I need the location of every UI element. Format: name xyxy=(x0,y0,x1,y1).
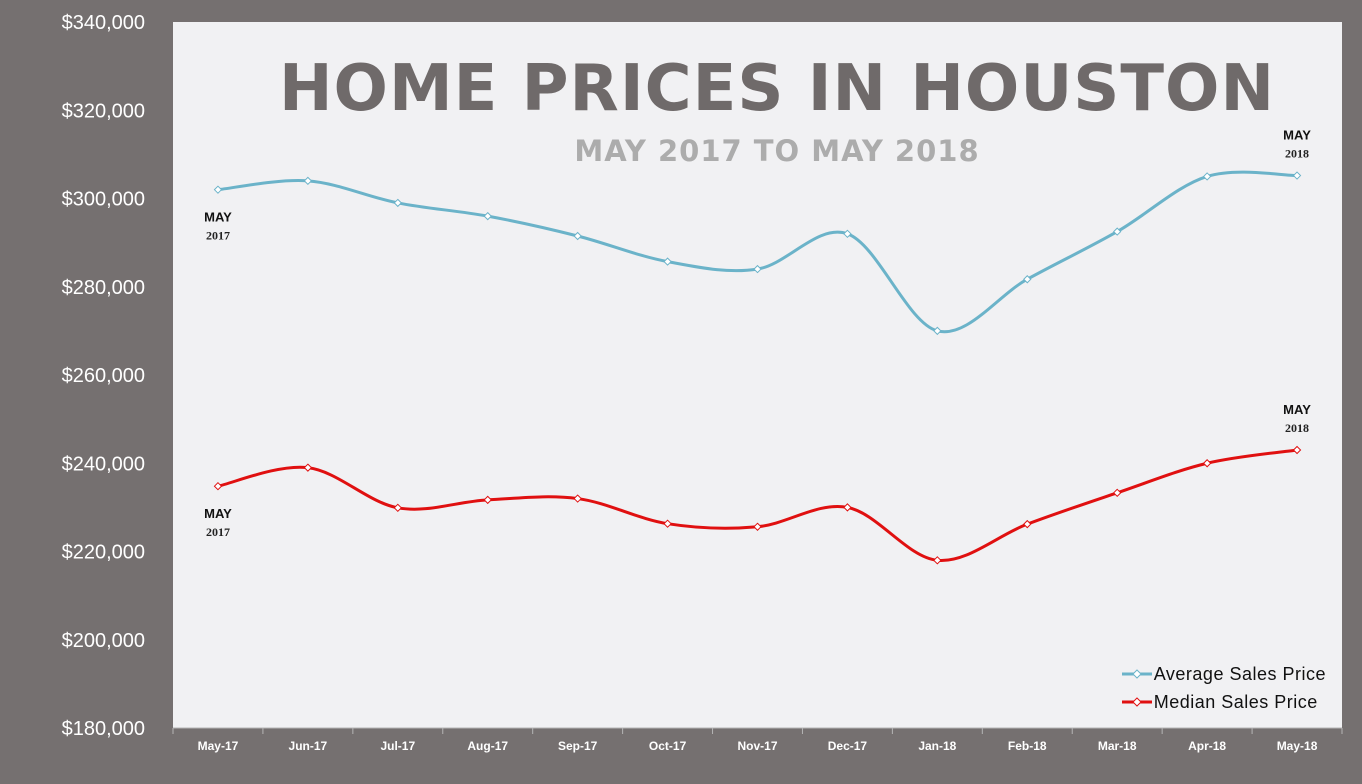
data-point xyxy=(303,463,313,472)
x-tick-label: Aug-17 xyxy=(467,739,508,753)
annotation-label: MAY xyxy=(1283,128,1311,143)
x-tick-label: Mar-18 xyxy=(1098,739,1137,753)
data-point xyxy=(1112,488,1122,498)
annotation-year: 2017 xyxy=(206,525,230,539)
y-tick-label: $280,000 xyxy=(62,277,145,299)
data-point xyxy=(1112,227,1122,236)
data-point xyxy=(393,503,403,513)
y-tick-label: $240,000 xyxy=(62,453,145,475)
annotation-label: MAY xyxy=(204,210,232,225)
data-point xyxy=(843,229,852,239)
legend: Average Sales Price Median Sales Price xyxy=(1121,660,1326,716)
data-point xyxy=(483,495,492,505)
data-point xyxy=(573,231,582,241)
y-tick-label: $340,000 xyxy=(62,12,145,34)
data-point xyxy=(573,494,582,503)
x-tick-label: May-18 xyxy=(1277,739,1318,753)
legend-label-median: Median Sales Price xyxy=(1153,691,1318,712)
x-tick-label: Jun-17 xyxy=(289,739,328,753)
annotation-year: 2018 xyxy=(1285,147,1309,161)
data-point xyxy=(303,176,313,186)
x-tick-label: Jan-18 xyxy=(918,739,956,753)
x-tick-label: Apr-18 xyxy=(1188,739,1226,753)
y-tick-label: $180,000 xyxy=(62,718,145,740)
series-line-0 xyxy=(217,170,1298,334)
annotation-label: MAY xyxy=(1283,402,1311,417)
x-tick-label: Nov-17 xyxy=(737,739,777,753)
series-line-1 xyxy=(217,448,1298,562)
x-tick-label: Dec-17 xyxy=(828,739,868,753)
chart-title: HOME PRICES IN HOUSTON xyxy=(278,52,1276,126)
data-point xyxy=(663,257,672,266)
x-tick-label: Jul-17 xyxy=(380,739,415,753)
data-point xyxy=(933,556,942,565)
data-point xyxy=(933,326,942,336)
x-tick-label: May-17 xyxy=(198,739,239,753)
annotation-year: 2018 xyxy=(1285,421,1309,435)
plot-area xyxy=(173,22,1342,728)
data-point xyxy=(1292,445,1302,455)
data-point xyxy=(213,185,223,194)
x-tick-label: Feb-18 xyxy=(1008,739,1047,753)
annotation-label: MAY xyxy=(204,506,232,521)
legend-label-average: Average Sales Price xyxy=(1153,663,1326,684)
legend-item-average: Average Sales Price xyxy=(1121,660,1326,688)
legend-swatch-average xyxy=(1121,667,1152,681)
data-point xyxy=(843,503,852,512)
y-tick-label: $320,000 xyxy=(62,100,145,122)
data-point xyxy=(1023,519,1032,529)
data-point xyxy=(663,519,672,528)
x-tick-label: Sep-17 xyxy=(558,739,598,753)
data-point xyxy=(753,264,762,274)
x-tick-label: Oct-17 xyxy=(649,739,687,753)
data-point xyxy=(1202,459,1212,468)
y-tick-label: $200,000 xyxy=(62,630,145,652)
chart-subtitle: MAY 2017 TO MAY 2018 xyxy=(574,134,980,168)
legend-swatch-median xyxy=(1121,695,1152,709)
data-point xyxy=(1023,275,1032,284)
data-point xyxy=(213,481,223,491)
y-tick-label: $260,000 xyxy=(62,365,145,387)
y-tick-label: $220,000 xyxy=(62,542,145,564)
annotation-year: 2017 xyxy=(206,229,230,243)
legend-item-median: Median Sales Price xyxy=(1121,688,1326,716)
data-point xyxy=(393,198,403,208)
data-point xyxy=(753,522,762,531)
data-point xyxy=(1292,171,1302,180)
data-point xyxy=(1202,172,1212,181)
y-tick-label: $300,000 xyxy=(62,189,145,211)
data-point xyxy=(483,211,492,221)
